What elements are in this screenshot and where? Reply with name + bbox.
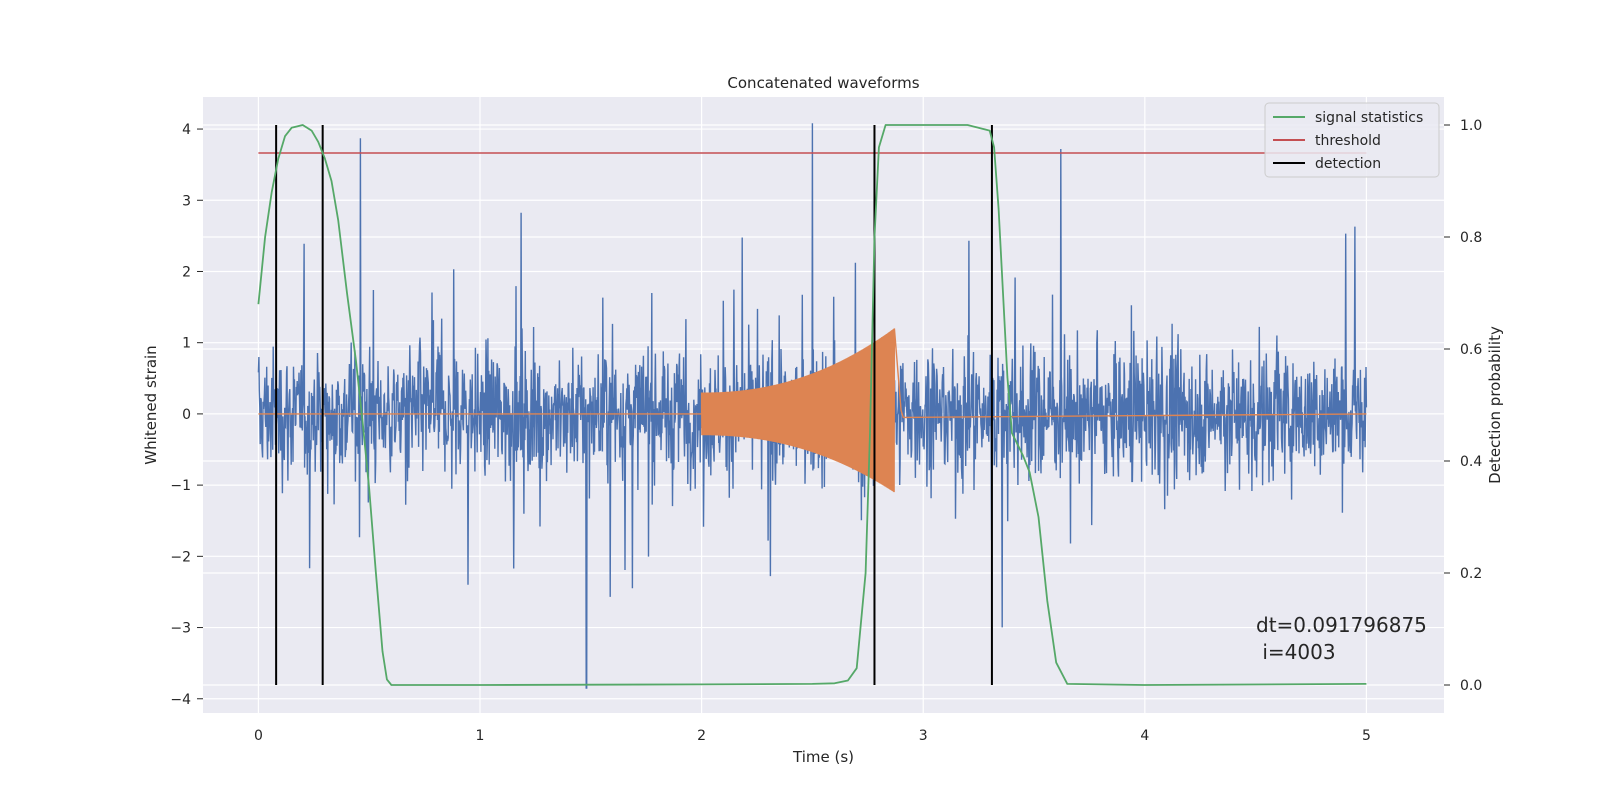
chart-title: Concatenated waveforms	[727, 74, 919, 92]
y-tick-label: −2	[170, 549, 191, 565]
legend-label-threshold: threshold	[1315, 133, 1381, 149]
injection-series	[258, 328, 1367, 493]
y-tick-label: 0	[182, 407, 191, 423]
annotation-dt: dt=0.091796875	[1256, 613, 1427, 637]
x-tick-label: 3	[919, 728, 928, 744]
y2-axis-title: Detection probability	[1486, 326, 1504, 484]
legend: signal statistics threshold detection	[1264, 102, 1440, 178]
y-axis-title: Whitened strain	[142, 345, 160, 464]
x-tick-label: 2	[697, 728, 706, 744]
y-tick-label: 4	[182, 122, 191, 138]
y-tick-label: 1	[182, 336, 191, 352]
y2-tick-label: 0.4	[1460, 454, 1482, 470]
legend-box	[1264, 102, 1440, 178]
y-tick-label: 2	[182, 264, 191, 280]
injection-line	[258, 328, 1367, 493]
y2-tick-label: 0.6	[1460, 342, 1482, 358]
x-axis-title: Time (s)	[792, 748, 854, 766]
ticks: 0 1 2 3 4 5 −4 −3 −2 −1 0 1 2 3 4 0.0 0.2 0.4 0.6 0.8 1.0	[170, 118, 1482, 744]
y-tick-label: −3	[170, 621, 191, 637]
y2-tick-label: 0.0	[1460, 678, 1482, 694]
y-tick-label: 3	[182, 193, 191, 209]
signal-statistics-line	[257, 124, 1367, 686]
detection-series	[275, 125, 993, 685]
signal-statistics-series	[257, 124, 1367, 686]
x-tick-label: 1	[476, 728, 485, 744]
y-tick-label: −1	[170, 478, 191, 494]
y2-tick-label: 0.2	[1460, 566, 1482, 582]
legend-label-detection: detection	[1315, 156, 1381, 172]
y2-tick-label: 1.0	[1460, 118, 1482, 134]
strain-series	[257, 123, 1368, 689]
strain-line	[257, 123, 1368, 689]
x-tick-label: 4	[1140, 728, 1149, 744]
y2-tick-label: 0.8	[1460, 230, 1482, 246]
legend-label-signal-statistics: signal statistics	[1315, 110, 1423, 126]
x-tick-label: 0	[254, 728, 263, 744]
x-tick-label: 5	[1362, 728, 1371, 744]
annotation-index: i=4003	[1256, 640, 1336, 664]
y-tick-label: −4	[170, 692, 191, 708]
